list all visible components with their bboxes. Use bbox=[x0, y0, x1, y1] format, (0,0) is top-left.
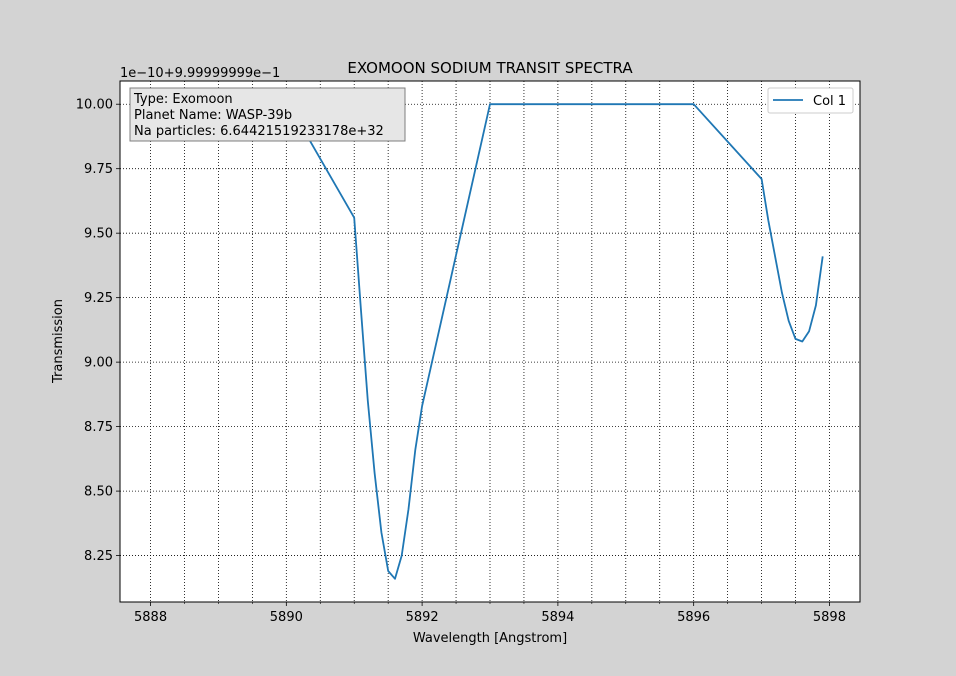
annotation-background bbox=[129, 87, 406, 142]
y-tick-label-0: 8.25 bbox=[84, 549, 113, 564]
annotation-box: Type: Exomoon Planet Name: WASP-39b Na p… bbox=[129, 87, 406, 142]
plot-frame bbox=[119, 80, 861, 603]
series-group bbox=[285, 103, 824, 580]
series-line-0 bbox=[285, 103, 824, 580]
x-tick-label-5: 5898 bbox=[813, 610, 846, 625]
annotation-na-particles: Na particles: 6.64421519233178e+32 bbox=[134, 124, 384, 139]
legend: Col 1 bbox=[767, 87, 854, 114]
y-tick-label-5: 9.50 bbox=[84, 227, 113, 242]
annotation-type: Type: Exomoon bbox=[133, 92, 233, 107]
y-tick-label-6: 9.75 bbox=[84, 162, 113, 177]
x-tick-label-3: 5894 bbox=[541, 610, 574, 625]
x-tick-label-1: 5890 bbox=[270, 610, 303, 625]
x-tick-label-0: 5888 bbox=[134, 610, 167, 625]
x-tick-label-2: 5892 bbox=[406, 610, 439, 625]
y-tick-label-3: 9.00 bbox=[84, 356, 113, 371]
legend-frame bbox=[767, 87, 854, 114]
y-axis: 8.25 8.50 8.75 9.00 9.25 9.50 9.75 10.00 bbox=[76, 98, 120, 564]
x-tick-label-4: 5896 bbox=[677, 610, 710, 625]
legend-label: Col 1 bbox=[813, 94, 846, 109]
y-tick-label-4: 9.25 bbox=[84, 291, 113, 306]
annotation-planet-name: Planet Name: WASP-39b bbox=[134, 108, 292, 123]
y-tick-label-1: 8.50 bbox=[84, 485, 113, 500]
plot-area bbox=[120, 81, 860, 602]
y-axis-label: Transmission bbox=[51, 299, 66, 384]
y-offset-text: 1e−10+9.99999999e−1 bbox=[120, 66, 280, 81]
x-axis-label: Wavelength [Angstrom] bbox=[413, 631, 567, 646]
chart-title: EXOMOON SODIUM TRANSIT SPECTRA bbox=[347, 59, 633, 77]
y-tick-label-2: 8.75 bbox=[84, 420, 113, 435]
x-axis: 5888 5890 5892 5894 5896 5898 bbox=[134, 602, 846, 625]
y-tick-label-7: 10.00 bbox=[76, 98, 113, 113]
